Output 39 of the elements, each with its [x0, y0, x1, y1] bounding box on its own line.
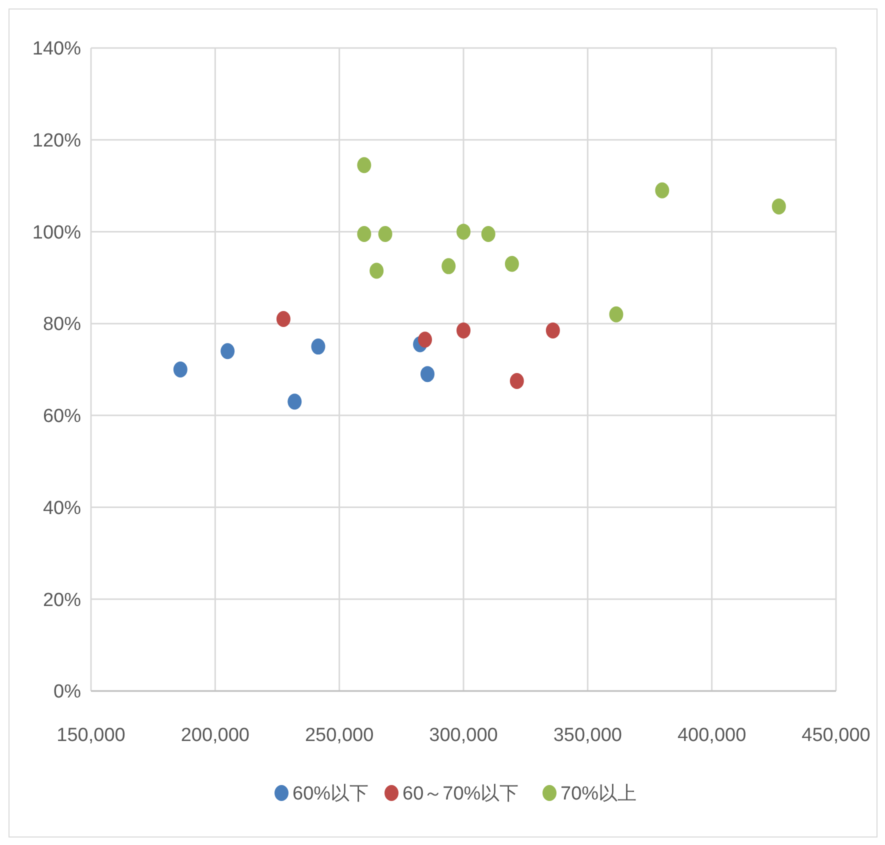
point: [357, 226, 372, 242]
y-tick-label: 120%: [32, 130, 82, 152]
legend-label: 70%以上: [560, 784, 637, 805]
point: [357, 157, 372, 174]
y-tick-label: 40%: [42, 498, 82, 519]
point: [420, 366, 434, 382]
x-tick-label: 250,000: [304, 725, 374, 746]
point: [288, 394, 302, 410]
point: [370, 262, 384, 279]
point: [378, 226, 392, 242]
legend-label: 60～70%以下: [402, 784, 519, 805]
y-tick-label: 80%: [42, 314, 82, 336]
y-tick-label: 100%: [32, 222, 82, 244]
x-tick-label: 350,000: [553, 725, 622, 746]
point: [442, 258, 456, 274]
x-tick-label: 300,000: [429, 725, 498, 746]
x-tick-label: 200,000: [180, 725, 250, 746]
point: [546, 322, 560, 338]
point: [173, 362, 188, 378]
legend-label: 60%以下: [292, 784, 369, 805]
point: [510, 372, 524, 389]
point: [220, 343, 235, 360]
point: [481, 226, 496, 242]
point: [311, 338, 326, 355]
point: [609, 306, 624, 322]
point: [504, 256, 519, 272]
y-tick-label: 60%: [42, 406, 82, 428]
x-tick-label: 450,000: [802, 725, 870, 746]
point: [456, 224, 470, 240]
point: [772, 198, 786, 214]
y-tick-label: 140%: [32, 38, 82, 60]
y-tick-label: 0%: [54, 682, 82, 703]
point: [276, 310, 290, 327]
point: [655, 182, 670, 198]
x-tick-label: 150,000: [56, 725, 126, 746]
point: [456, 322, 470, 338]
point: [418, 332, 432, 348]
x-tick-label: 400,000: [677, 725, 746, 746]
y-tick-label: 20%: [42, 590, 82, 611]
